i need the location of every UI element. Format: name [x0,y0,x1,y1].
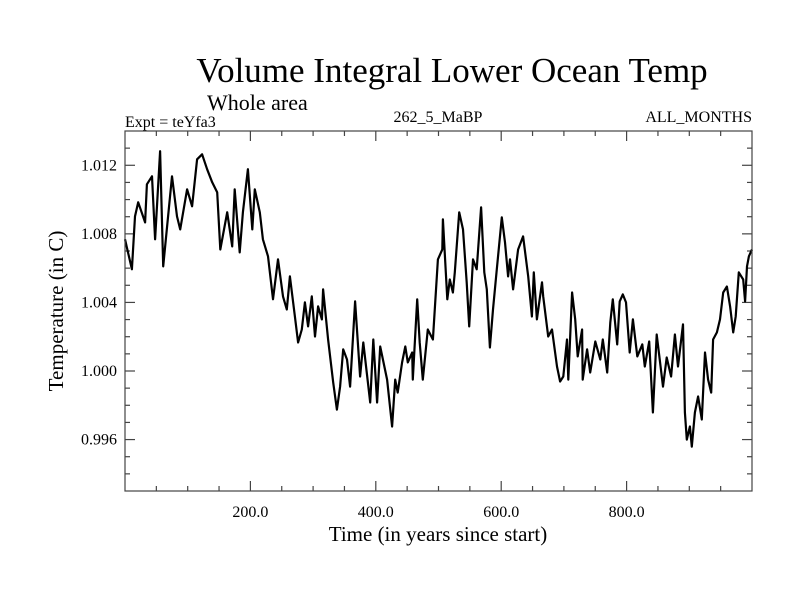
x-tick-label: 600.0 [483,504,519,521]
x-tick-label: 200.0 [232,504,268,521]
axis-ticks [125,131,752,491]
plot-frame [124,130,753,492]
y-axis-label: Temperature (in C) [44,231,68,392]
chart-subtitle: Whole area [207,90,308,115]
annotation-center: 262_5_MaBP [394,109,483,126]
y-tick-label: 0.996 [81,432,117,449]
annotation-left: Expt = teYfa3 [125,114,216,131]
x-axis-label: Time (in years since start) [329,522,548,546]
chart-title: Volume Integral Lower Ocean Temp [196,51,707,90]
y-tick-label: 1.012 [81,157,117,174]
x-tick-label: 400.0 [358,504,394,521]
y-tick-label: 1.004 [81,294,117,311]
x-tick-label: 800.0 [609,504,645,521]
annotation-right: ALL_MONTHS [645,109,752,126]
y-tick-label: 1.008 [81,226,117,243]
series-line [123,150,754,448]
tick-labels: 200.0 400.0 600.0 800.0 0.996 1.000 1.004 1.008… [81,157,645,521]
y-tick-label: 1.000 [81,363,117,380]
